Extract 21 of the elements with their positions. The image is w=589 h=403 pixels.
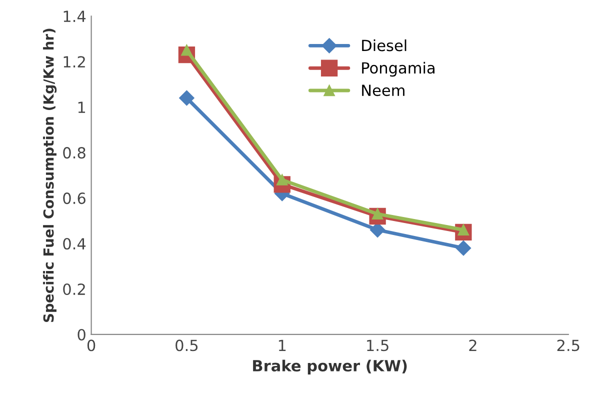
x-tick-label: 1.5 — [367, 340, 388, 352]
y-tick-label: 1.4 — [64, 10, 86, 22]
x-tick-label: 2 — [469, 340, 476, 351]
x-tick-label: 0.5 — [176, 340, 198, 352]
legend-label: Neem — [362, 84, 404, 96]
y-tick-label: 0.6 — [63, 192, 86, 204]
y-tick-label: 0.2 — [63, 283, 85, 296]
y-tick-label: 0 — [78, 328, 86, 341]
x-tick-label: 0 — [87, 340, 96, 352]
legend-label: Diesel — [362, 39, 406, 52]
point — [456, 240, 471, 256]
y-axis-title: Specific Fuel Consumption (Kg/Kw hr) — [43, 28, 57, 322]
y-tick-label: 0.8 — [63, 147, 86, 159]
legend-label: Pongamia — [362, 62, 434, 77]
y-tick-label: 0.4 — [63, 238, 86, 250]
x-tick-label: 1 — [278, 340, 286, 351]
x-axis-title: Brake power (KW) — [253, 360, 407, 374]
y-tick-label: 1.2 — [64, 56, 85, 68]
x-tick-label: 2.5 — [557, 340, 580, 352]
y-tick-label: 1 — [78, 102, 86, 113]
point — [179, 90, 194, 106]
